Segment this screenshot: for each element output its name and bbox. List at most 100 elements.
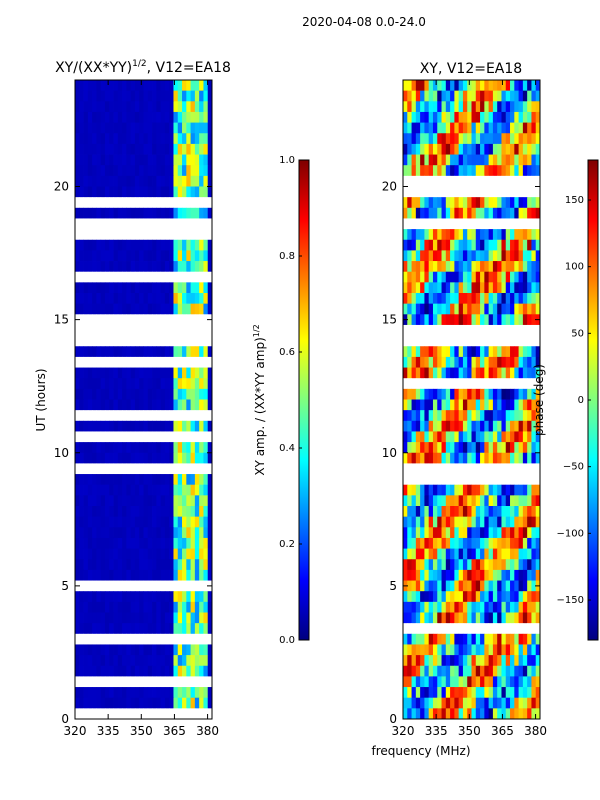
heatmap-cell xyxy=(531,324,537,336)
heatmap-cell xyxy=(475,133,481,145)
heatmap-cell xyxy=(186,399,191,411)
heatmap-cell xyxy=(514,239,519,251)
heatmap-cell xyxy=(199,591,204,603)
heatmap-cell xyxy=(75,399,80,411)
heatmap-cell xyxy=(518,537,524,549)
heatmap-cell xyxy=(484,644,490,656)
heatmap-cell xyxy=(428,410,434,422)
heatmap-cell xyxy=(96,378,102,390)
heatmap-cell xyxy=(437,410,442,422)
heatmap-cell xyxy=(467,559,472,571)
heatmap-cell xyxy=(134,506,140,518)
heatmap-cell xyxy=(437,335,442,347)
heatmap-cell xyxy=(510,633,515,645)
heatmap-cell xyxy=(420,335,425,347)
heatmap-cell xyxy=(484,527,490,539)
heatmap-cell xyxy=(177,186,183,198)
heatmap-cell xyxy=(104,175,110,187)
heatmap-cell xyxy=(199,463,204,475)
heatmap-cell xyxy=(480,708,485,720)
heatmap-cell xyxy=(518,378,524,390)
heatmap-cell xyxy=(75,346,80,358)
heatmap-cell xyxy=(199,239,204,251)
heatmap-cell xyxy=(420,506,425,518)
heatmap-cell xyxy=(147,431,153,443)
heatmap-cell xyxy=(104,601,110,613)
heatmap-cell xyxy=(522,633,528,645)
heatmap-cell xyxy=(139,655,144,667)
heatmap-cell xyxy=(475,559,481,571)
heatmap-cell xyxy=(514,537,519,549)
heatmap-cell xyxy=(104,250,110,262)
heatmap-cell xyxy=(420,356,425,368)
heatmap-cell xyxy=(186,282,191,294)
heatmap-cell xyxy=(173,591,179,603)
heatmap-cell xyxy=(454,644,460,656)
heatmap-cell xyxy=(109,484,114,496)
heatmap-cell xyxy=(186,154,191,166)
heatmap-cell xyxy=(428,548,434,560)
heatmap-cell xyxy=(147,463,153,475)
heatmap-cell xyxy=(79,655,84,667)
heatmap-cell xyxy=(190,154,196,166)
heatmap-cell xyxy=(186,516,191,528)
heatmap-cell xyxy=(152,111,157,123)
heatmap-cell xyxy=(134,516,140,528)
heatmap-cell xyxy=(415,431,421,443)
heatmap-cell xyxy=(164,122,170,134)
heatmap-cell xyxy=(505,559,511,571)
heatmap-cell xyxy=(117,111,123,123)
heatmap-cell xyxy=(100,335,106,347)
heatmap-cell xyxy=(134,676,140,688)
heatmap-cell xyxy=(203,644,209,656)
heatmap-cell xyxy=(130,293,136,305)
heatmap-cell xyxy=(104,569,110,581)
heatmap-cell xyxy=(87,293,93,305)
heatmap-cell xyxy=(420,303,425,315)
heatmap-cell xyxy=(147,175,153,187)
heatmap-cell xyxy=(169,239,174,251)
heatmap-cell xyxy=(535,633,541,645)
heatmap-cell xyxy=(437,175,442,187)
heatmap-cell xyxy=(450,378,455,390)
heatmap-cell xyxy=(480,697,485,709)
heatmap-cell xyxy=(518,687,524,699)
heatmap-cell xyxy=(403,250,408,262)
heatmap-cell xyxy=(522,356,528,368)
heatmap-cell xyxy=(130,537,136,549)
heatmap-cell xyxy=(522,378,528,390)
heatmap-cell xyxy=(475,122,481,134)
heatmap-cell xyxy=(147,335,153,347)
heatmap-cell xyxy=(411,261,417,273)
heatmap-cell xyxy=(92,367,97,379)
heatmap-cell xyxy=(492,484,498,496)
heatmap-cell xyxy=(415,388,421,400)
heatmap-cell xyxy=(480,346,485,358)
heatmap-cell xyxy=(522,442,528,454)
heatmap-cell xyxy=(130,314,136,326)
heatmap-cell xyxy=(445,442,451,454)
heatmap-cell xyxy=(164,506,170,518)
heatmap-cell xyxy=(186,101,191,113)
heatmap-cell xyxy=(169,229,174,241)
heatmap-cell xyxy=(445,665,451,677)
heatmap-cell xyxy=(510,474,515,486)
heatmap-cell xyxy=(518,122,524,134)
heatmap-cell xyxy=(518,111,524,123)
heatmap-cell xyxy=(182,218,187,230)
heatmap-cell xyxy=(531,282,537,294)
heatmap-cell xyxy=(411,687,417,699)
heatmap-cell xyxy=(415,143,421,155)
heatmap-cell xyxy=(467,303,472,315)
heatmap-cell xyxy=(100,356,106,368)
heatmap-cell xyxy=(194,559,200,571)
heatmap-cell xyxy=(109,537,114,549)
heatmap-cell xyxy=(126,548,132,560)
heatmap-cell xyxy=(415,474,421,486)
heatmap-cell xyxy=(420,324,425,336)
y-tick-label: 10 xyxy=(54,446,69,460)
heatmap-cell xyxy=(428,697,434,709)
heatmap-cell xyxy=(199,537,204,549)
heatmap-cell xyxy=(182,580,187,592)
heatmap-cell xyxy=(190,665,196,677)
